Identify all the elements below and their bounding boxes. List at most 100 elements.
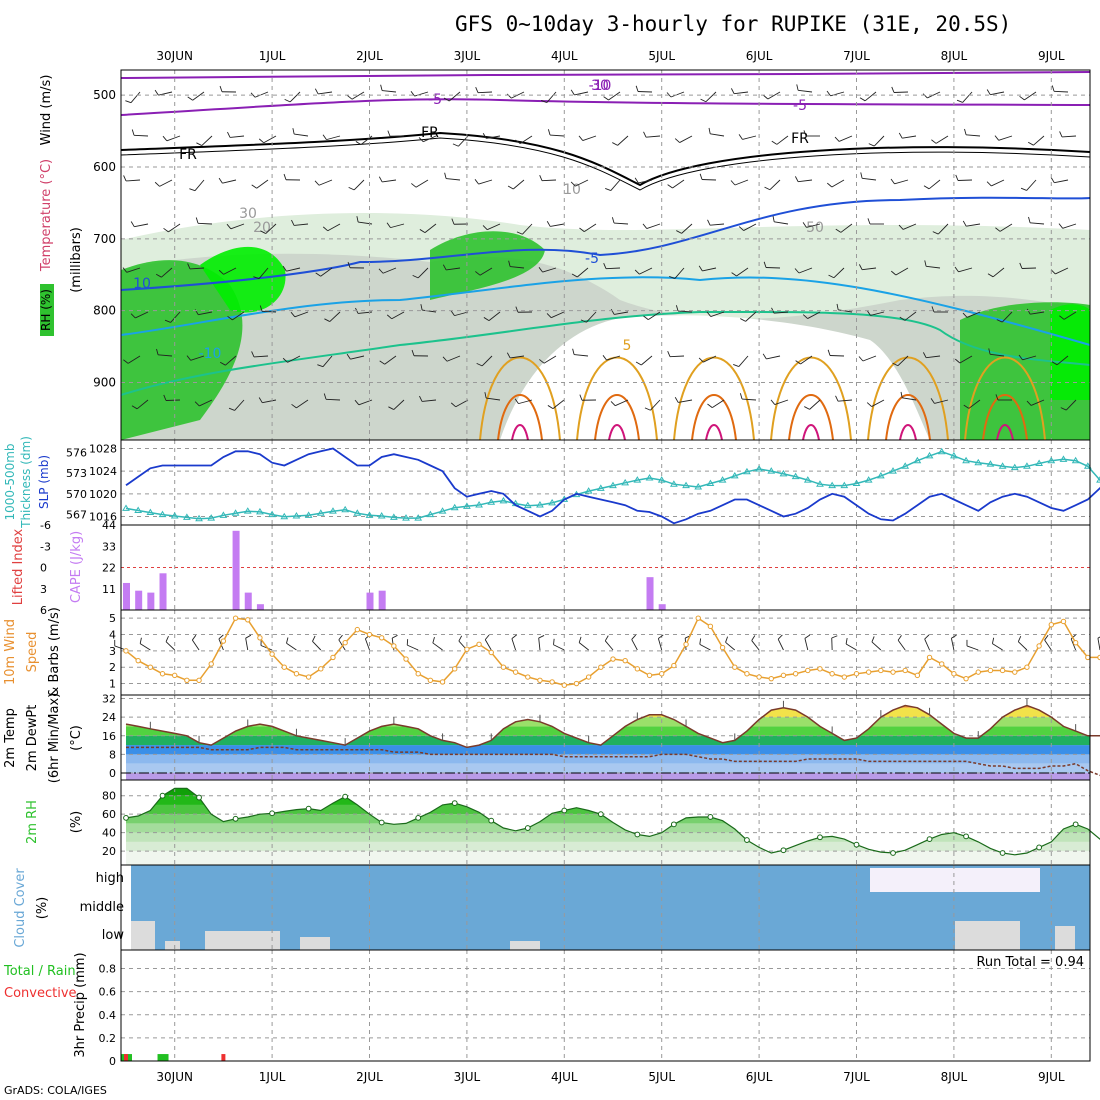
rh2m-unit: (%) (69, 811, 84, 834)
wind10-point (354, 626, 361, 633)
wind-barb-flag (892, 362, 899, 367)
wind-barb (312, 641, 322, 651)
precip-conv-label: Convective (4, 986, 77, 1001)
precip-total-label: Total / Rain (3, 964, 76, 979)
wind-barb-flag (991, 637, 995, 644)
wind-barb (710, 223, 725, 226)
wind-barb (999, 223, 1013, 232)
thickness-point (962, 456, 970, 464)
wind-barb (582, 135, 597, 141)
thickness-point (146, 508, 155, 516)
temp-tick: 32 (102, 692, 116, 705)
wind-barb-flag (380, 84, 383, 91)
wind-barb-flag (988, 348, 991, 355)
wind10-point (232, 615, 239, 621)
wind-barb-flag (1059, 131, 1063, 138)
wind-barb-flag (733, 363, 739, 367)
thickness-point (365, 511, 374, 518)
pressure-axis-label: (millibars) (69, 227, 84, 293)
wind-barb-flag (871, 636, 875, 643)
wind-barb (578, 642, 589, 651)
wind-barb-flag (139, 637, 142, 644)
wind-barb-flag (484, 392, 487, 399)
wind-barb-flag (730, 180, 736, 186)
wind-barb-flag (131, 405, 138, 410)
wind-barb (407, 644, 419, 651)
wind-barb-flag (1060, 407, 1067, 411)
wind-barb-flag (827, 349, 831, 356)
wind-barb-flag (187, 96, 193, 101)
wind-barb (329, 311, 341, 322)
wind-barb (481, 355, 493, 367)
wind10-point (805, 667, 811, 674)
wind-barb (648, 311, 661, 321)
wind-barb (894, 179, 909, 185)
cloud-unit: (%) (35, 897, 50, 920)
thickness-point (816, 480, 824, 487)
wind-barb-flag (547, 129, 551, 136)
thickness-tick: 573 (66, 467, 87, 480)
thickness-point (743, 467, 751, 475)
wind-barb (415, 179, 429, 188)
wind-barb (192, 91, 205, 101)
thickness-point (730, 471, 739, 479)
thickness-point (256, 507, 264, 515)
wind-barb (1022, 355, 1037, 361)
wind-barb (454, 311, 469, 317)
wind-barb-flag (259, 305, 263, 312)
wind-barb (1044, 639, 1052, 651)
wind-barb-flag (579, 227, 585, 232)
wind-barb (631, 639, 638, 651)
rh-legend-swatch (40, 284, 54, 336)
thickness-axis-label-1: 1000-500mb (3, 443, 17, 520)
rh-point (196, 794, 202, 801)
wind-barb-flag (674, 138, 680, 143)
wind-barb (338, 639, 346, 651)
wind-barb-flag (699, 173, 703, 180)
wind-barb-flag (890, 178, 895, 185)
wind-barb-flag (962, 312, 968, 318)
wind10-label-1: 10m Wind (3, 619, 18, 685)
wind-barb-flag (1027, 141, 1034, 146)
wind10-point (1024, 664, 1030, 670)
wind-barb-flag (866, 310, 871, 316)
thickness-point (1096, 476, 1100, 483)
rh-bands (126, 788, 1090, 865)
wind-barb-flag (924, 634, 930, 640)
wind-barb (871, 641, 882, 651)
pressure-tick: 600 (93, 160, 116, 174)
wind-barb-flag (432, 637, 435, 644)
wind-barb (478, 179, 493, 185)
wind10-point (902, 667, 908, 674)
precip-tick: 0 (109, 1055, 116, 1068)
wind-barb-flag (804, 634, 811, 639)
rh-point (1036, 844, 1043, 851)
slp-tick: 1024 (89, 465, 117, 478)
rh-point (342, 793, 349, 800)
rh-point (524, 825, 531, 831)
wind-barb (546, 91, 557, 103)
wind-barb-flag (658, 634, 664, 639)
wind10-point (585, 674, 592, 680)
rh-point (1072, 821, 1079, 828)
wind-barb (134, 223, 149, 228)
contour-label: -10 (589, 78, 612, 94)
wind-barb (198, 311, 213, 316)
precip-frame (120, 949, 1091, 1062)
wind10-point (598, 664, 604, 670)
wind-barb (126, 267, 141, 273)
temp-band (126, 726, 1090, 736)
thickness-point (280, 512, 289, 520)
wind-barb (262, 399, 277, 404)
rh-tick: 40 (102, 827, 116, 840)
rh-band (126, 788, 1090, 796)
thickness-axis-label-2: Thickness (dm) (19, 436, 33, 529)
wind10-point (281, 664, 287, 670)
thickness-point (341, 505, 350, 513)
wind10-tick: 5 (109, 612, 116, 625)
date-tick-top: 2JUL (356, 49, 383, 63)
wind-barb (640, 355, 653, 366)
wind10-panel: 1 2 3 4 5 10m Wind Speed & Barbs (m/s) (3, 607, 1100, 697)
wind-barb (776, 135, 789, 145)
date-tick-top: 7JUL (843, 49, 870, 63)
